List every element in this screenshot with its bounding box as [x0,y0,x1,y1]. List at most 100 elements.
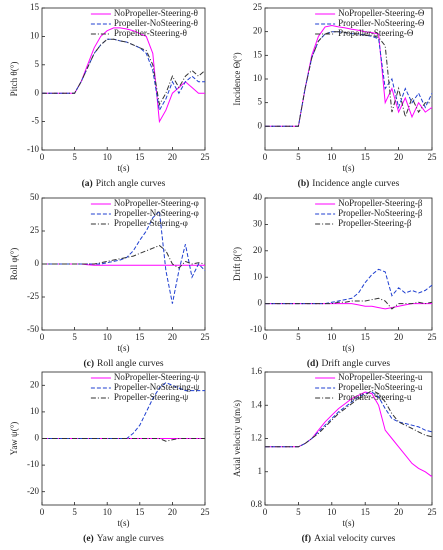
legend-label: Propeller-NoSteering-u [338,382,423,392]
legend-label: Propeller-Steering-u [338,392,412,402]
caption: (c) Roll angle curves [83,358,163,369]
y-tick-label: 20 [253,26,263,36]
y-tick-label: 5 [258,97,263,107]
y-tick-label: 1.2 [251,433,262,443]
y-tick-label: 15 [253,49,263,59]
legend-label: Propeller-Steering-θ [114,28,187,38]
y-axis-label: Pitch θ(°) [9,62,19,97]
x-tick-label: 15 [135,332,145,342]
caption-text: Roll angle curves [97,359,164,369]
x-tick-label: 10 [327,152,337,162]
series-line [42,210,206,304]
x-tick-label: 25 [428,507,438,517]
x-tick-label: 20 [394,152,404,162]
x-tick-label: 20 [394,507,404,517]
series-line [265,303,432,310]
series-line [265,389,433,448]
x-axis-label: t(s) [343,163,355,173]
x-tick-label: 15 [361,152,371,162]
y-axis-label: Roll φ(°) [9,248,19,281]
x-tick-label: 0 [263,152,268,162]
y-tick-label: 0 [258,298,263,308]
legend-label: Propeller-NoSteering-β [338,208,423,218]
legend-label: Propeller-NoSteering-φ [114,208,199,218]
x-tick-label: 15 [135,507,145,517]
y-tick-label: 20 [30,379,40,389]
caption-label: (a) [82,178,93,189]
y-tick-label: -20 [27,486,39,496]
series-line [42,438,205,442]
x-tick-label: 5 [72,152,77,162]
x-tick-label: 10 [327,507,337,517]
y-tick-label: 1 [258,466,263,476]
x-tick-label: 5 [72,332,77,342]
x-tick-label: 10 [103,332,113,342]
y-tick-label: -10 [27,459,39,469]
x-tick-label: 5 [296,152,301,162]
panel: 0 5 10 15 20 25 -10 -5 0 5 10 15 t(s) Pitch θ(°) (a) Pi… [9,2,210,189]
panel: 0 5 10 15 20 25 -20 -10 0 10 20 t(s) Yaw ψ(°) (e) Yaw … [9,371,211,544]
y-axis-label: Yaw ψ(°) [9,422,19,456]
caption-label: (e) [83,533,94,544]
caption: (d) Drift angle curves [307,358,391,369]
x-tick-label: 15 [361,507,371,517]
series-line [265,31,433,127]
x-axis-label: t(s) [118,343,130,353]
x-tick-label: 25 [428,332,438,342]
caption-label: (d) [307,358,319,369]
series-line [265,297,433,310]
y-tick-label: -10 [250,324,262,334]
legend-label: Propeller-Steering-φ [114,218,188,228]
caption-text: Pitch angle curves [96,179,166,189]
legend-label: NoPropeller-Steering-φ [114,198,199,208]
legend-label: Propeller-NoSteering-θ [114,18,198,28]
caption: (a) Pitch angle curves [82,178,166,189]
legend-label: NoPropeller-Steering-β [338,198,423,208]
x-tick-label: 10 [327,332,337,342]
x-tick-label: 0 [40,507,45,517]
x-tick-label: 0 [40,332,45,342]
y-tick-label: -5 [32,116,40,126]
x-tick-label: 20 [168,507,178,517]
series-line [265,391,433,448]
x-axis-label: t(s) [118,163,130,173]
y-axis-label: Axial velocity u(m/s) [232,400,242,477]
series-line [42,38,206,107]
y-tick-label: 0 [35,258,40,268]
x-axis-label: t(s) [343,518,355,528]
y-axis-label: Drift β(°) [232,247,242,281]
caption-text: Incidence angle curves [312,179,399,189]
series-line [265,24,433,127]
caption-text: Drift angle curves [322,358,391,369]
x-tick-label: 0 [263,332,268,342]
x-tick-label: 20 [168,332,178,342]
series-line [42,27,205,124]
x-tick-label: 10 [103,507,113,517]
series-line [42,263,205,266]
x-axis-label: t(s) [343,343,355,353]
legend-label: Propeller-NoSteering-ψ [114,382,200,392]
legend-label: NoPropeller-Steering-Θ [338,8,425,18]
y-tick-label: 1.6 [251,366,263,376]
y-tick-label: 25 [30,225,40,235]
x-tick-label: 20 [168,152,178,162]
x-tick-label: 25 [201,507,211,517]
caption-text: Axial velocity curves [314,534,396,544]
y-tick-label: 0 [35,433,40,443]
y-tick-label: -10 [27,144,39,154]
legend-label: NoPropeller-Steering-u [338,372,423,382]
y-tick-label: 30 [253,218,263,228]
legend-label: NoPropeller-Steering-ψ [114,372,200,382]
series-line [265,31,432,127]
caption-label: (b) [298,178,310,189]
caption-text: Yaw angle curves [97,534,164,544]
y-tick-label: 40 [253,192,263,202]
x-tick-label: 25 [201,152,211,162]
series-line [265,391,433,478]
y-tick-label: 10 [253,271,263,281]
caption: (f) Axial velocity curves [302,533,396,544]
x-tick-label: 5 [296,507,301,517]
panel: 0 5 10 15 20 25 -50 -25 0 25 50 t(s) Roll φ(°) (c) Rol… [9,192,210,369]
panel: 0 5 10 15 20 25 0 5 10 15 20 25 t(s) Incidence Θ(°) (b… [232,2,437,189]
